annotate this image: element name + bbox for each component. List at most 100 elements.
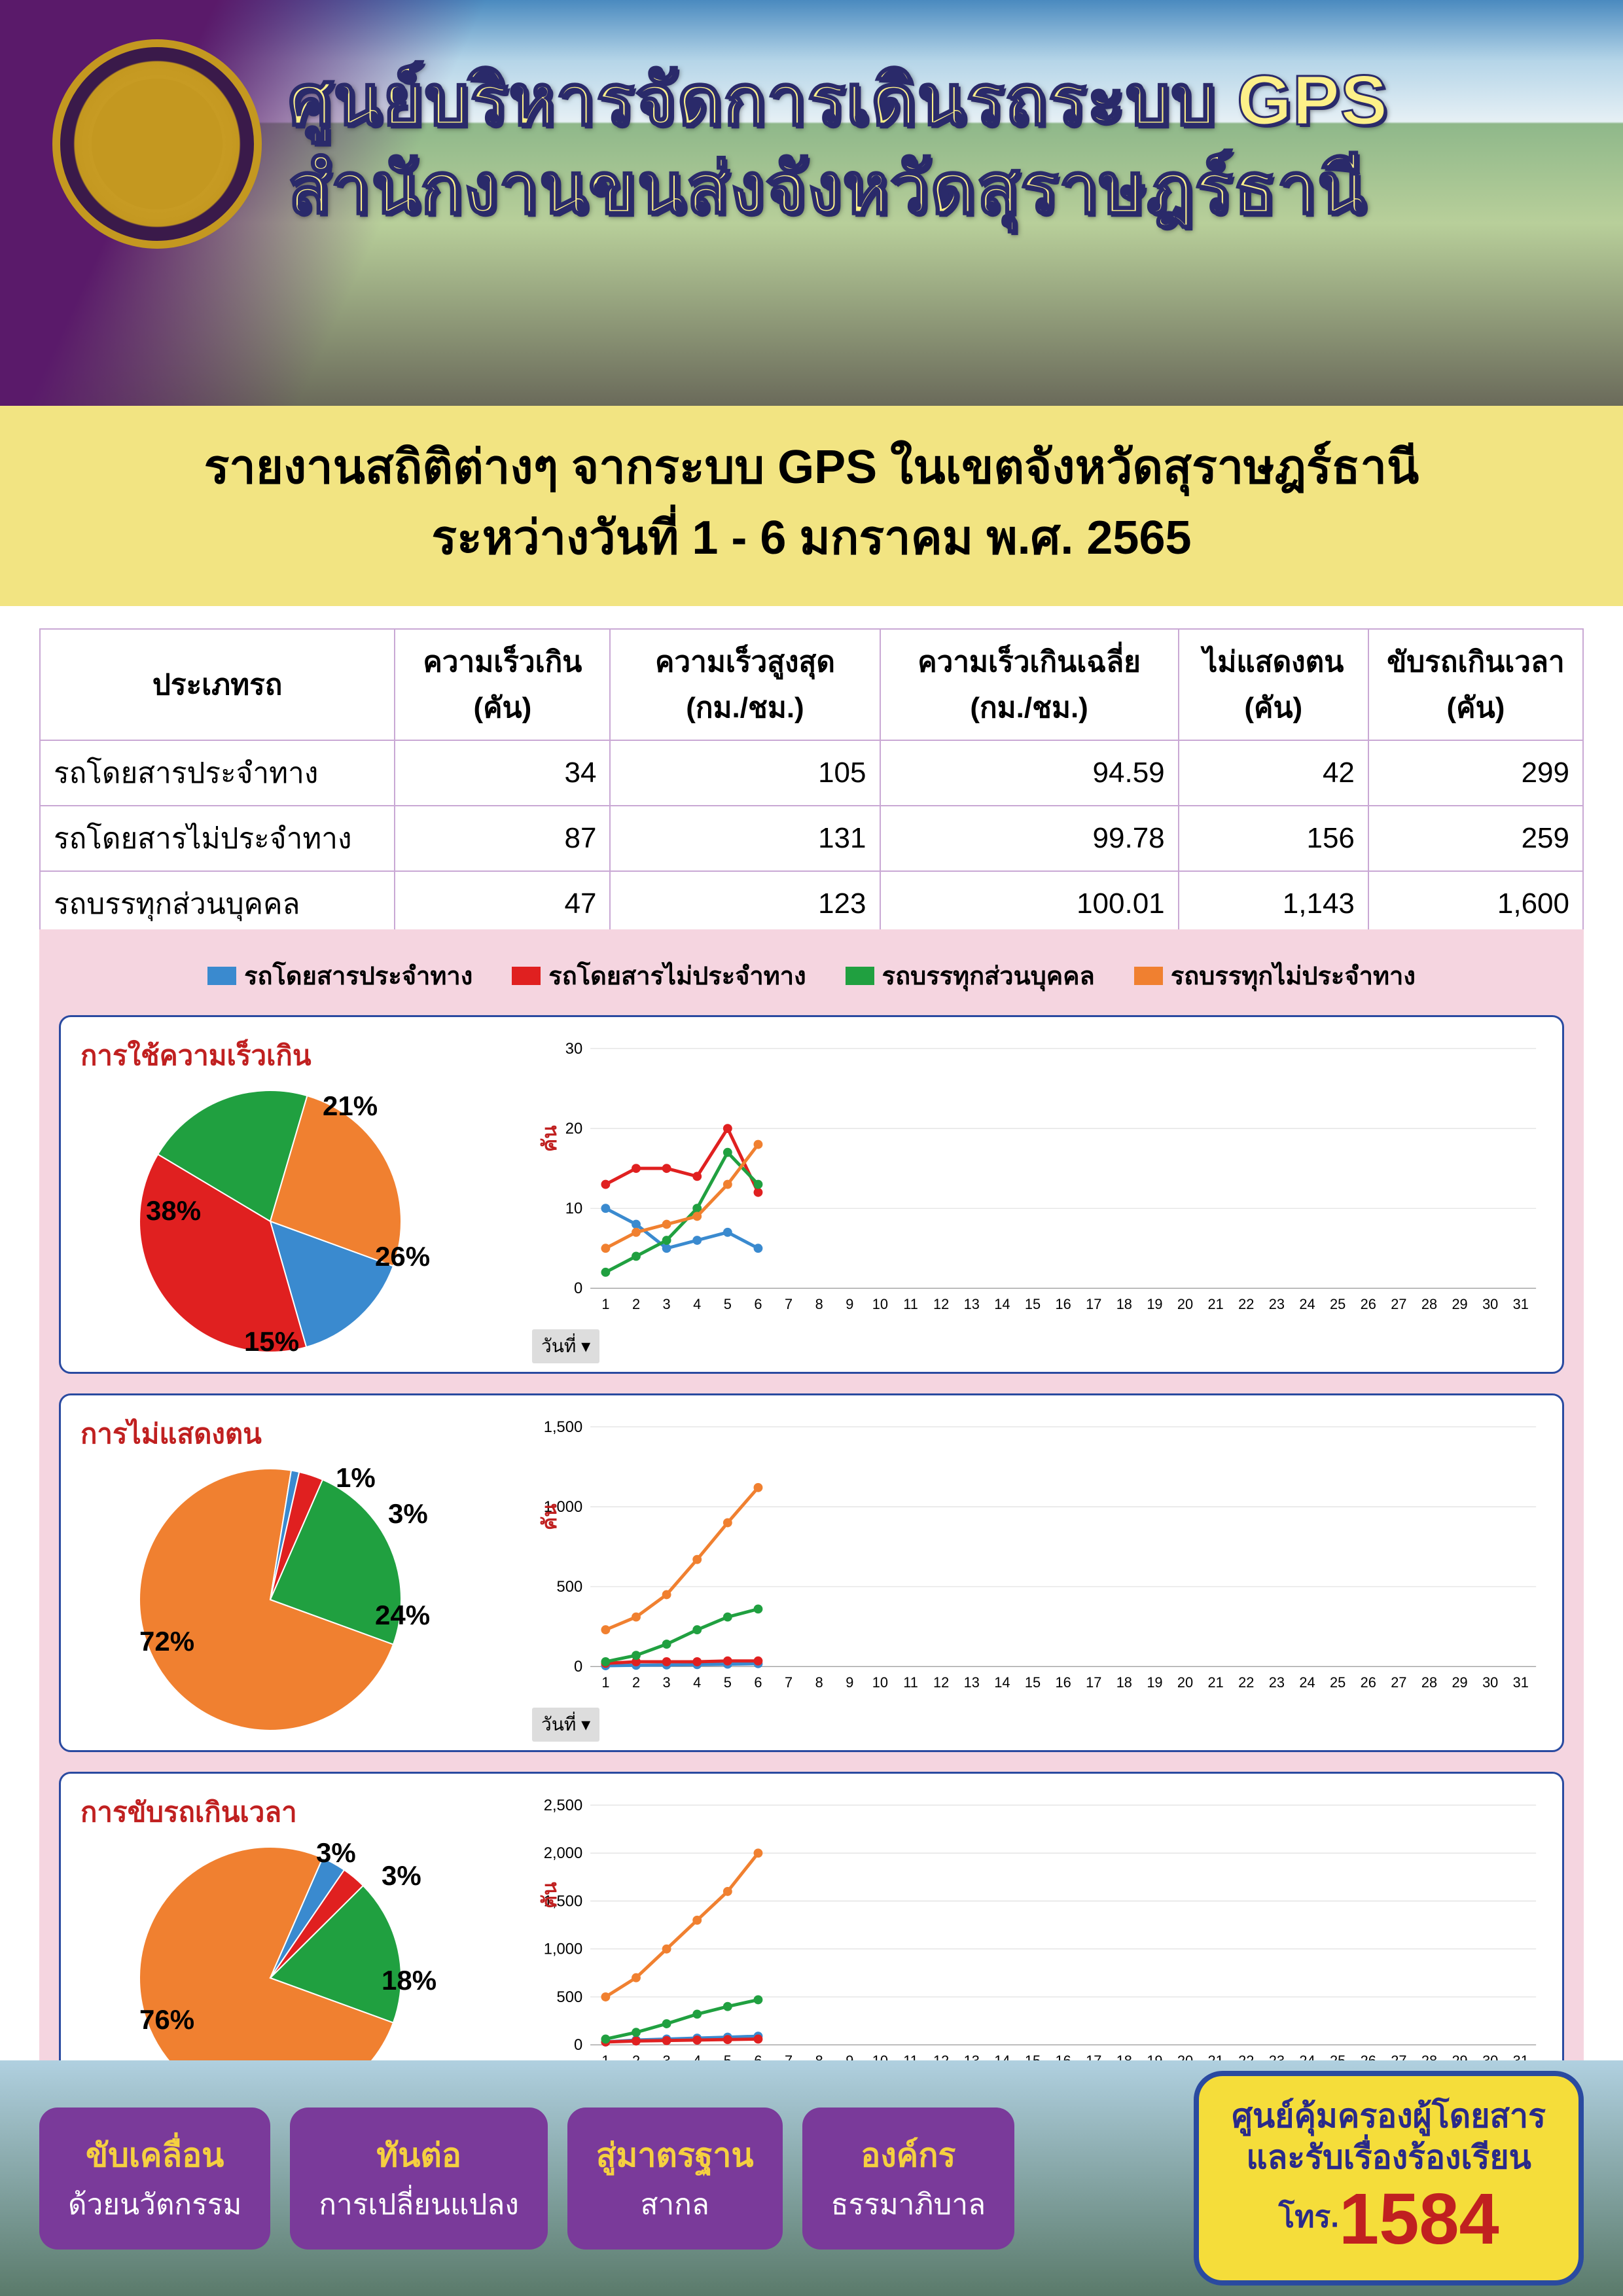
- col-header: ความเร็วเกินเฉลี่ย (กม./ชม.): [880, 629, 1179, 740]
- line-series: [605, 1609, 758, 1662]
- x-axis-selector[interactable]: วันที่ ▾: [532, 1708, 599, 1742]
- hotline-number: 1584: [1339, 2179, 1499, 2259]
- pill-line1: ทันต่อ: [319, 2130, 519, 2181]
- svg-text:5: 5: [724, 1674, 732, 1691]
- table-cell: 42: [1179, 740, 1368, 806]
- svg-text:15: 15: [1025, 1296, 1041, 1312]
- pie-holder: 72%1%3%24%: [133, 1462, 460, 1744]
- pie-pct-label: 3%: [316, 1837, 356, 1869]
- legend-label: รถบรรทุกส่วนบุคคล: [882, 956, 1095, 996]
- panel-title: การขับรถเกินเวลา: [80, 1791, 512, 1834]
- pie-pct-label: 38%: [146, 1195, 201, 1227]
- svg-text:22: 22: [1238, 1674, 1254, 1691]
- table-cell: รถบรรทุกส่วนบุคคล: [40, 871, 395, 937]
- svg-text:25: 25: [1330, 1296, 1346, 1312]
- svg-text:7: 7: [785, 1296, 793, 1312]
- table-cell: 34: [395, 740, 610, 806]
- svg-text:13: 13: [964, 1674, 980, 1691]
- subheader-line1: รายงานสถิติต่างๆ จากระบบ GPS ในเขตจังหวั…: [39, 432, 1584, 503]
- svg-text:23: 23: [1269, 1674, 1285, 1691]
- legend-row: รถโดยสารประจำทางรถโดยสารไม่ประจำทางรถบรร…: [59, 949, 1564, 1015]
- table-cell: 123: [610, 871, 880, 937]
- y-axis-label: คัน: [535, 1882, 565, 1909]
- legend-item: รถโดยสารประจำทาง: [207, 956, 473, 996]
- svg-text:26: 26: [1361, 1674, 1376, 1691]
- svg-text:21: 21: [1208, 1674, 1224, 1691]
- svg-text:1,000: 1,000: [544, 1941, 582, 1958]
- svg-text:10: 10: [872, 1296, 888, 1312]
- pill-line1: องค์กร: [831, 2130, 986, 2181]
- pie-pct-label: 15%: [244, 1326, 299, 1357]
- pie-pct-label: 76%: [139, 2004, 194, 2036]
- table-cell: รถโดยสารไม่ประจำทาง: [40, 806, 395, 871]
- col-header: ประเภทรถ: [40, 629, 395, 740]
- footer-pill: สู่มาตรฐานสากล: [567, 2108, 783, 2250]
- table-cell: 87: [395, 806, 610, 871]
- svg-text:29: 29: [1452, 1674, 1467, 1691]
- chart-panel: การไม่แสดงตน72%1%3%24%คัน05001,0001,5001…: [59, 1393, 1564, 1752]
- svg-text:12: 12: [933, 1674, 949, 1691]
- table-row: รถโดยสารไม่ประจำทาง8713199.78156259: [40, 806, 1583, 871]
- y-axis-label: คัน: [535, 1503, 565, 1530]
- line-chart: 05001,0001,5002,0002,5001234567891011121…: [532, 1791, 1543, 2079]
- footer-band: ขับเคลื่อนด้วยนวัตกรรมทันต่อการเปลี่ยนแป…: [0, 2060, 1623, 2296]
- svg-text:31: 31: [1513, 1674, 1529, 1691]
- col-header: ความเร็วเกิน (คัน): [395, 629, 610, 740]
- svg-text:18: 18: [1116, 1296, 1132, 1312]
- pie-pct-label: 3%: [382, 1860, 421, 1892]
- line-series: [605, 1153, 758, 1272]
- legend-label: รถบรรทุกไม่ประจำทาง: [1171, 956, 1416, 996]
- table-cell: 100.01: [880, 871, 1179, 937]
- legend-item: รถบรรทุกไม่ประจำทาง: [1134, 956, 1416, 996]
- agency-logo: [52, 39, 262, 249]
- svg-text:17: 17: [1086, 1296, 1101, 1312]
- table-cell: 94.59: [880, 740, 1179, 806]
- svg-text:20: 20: [1177, 1674, 1193, 1691]
- svg-text:26: 26: [1361, 1296, 1376, 1312]
- svg-text:1: 1: [601, 1674, 609, 1691]
- hotline-line2: และรับเรื่องร้องเรียน: [1232, 2137, 1546, 2178]
- svg-text:9: 9: [846, 1674, 853, 1691]
- svg-text:19: 19: [1147, 1674, 1162, 1691]
- line-chart: 0102030123456789101112131415161718192021…: [532, 1034, 1543, 1322]
- pie-chart: [133, 1462, 408, 1737]
- table-cell: 299: [1368, 740, 1583, 806]
- svg-text:6: 6: [754, 1296, 762, 1312]
- table-cell: 1,143: [1179, 871, 1368, 937]
- table-cell: 105: [610, 740, 880, 806]
- svg-text:500: 500: [557, 1988, 583, 2006]
- svg-text:11: 11: [903, 1296, 918, 1312]
- pill-line2: ด้วยนวัตกรรม: [68, 2181, 241, 2227]
- svg-text:0: 0: [574, 1280, 582, 1297]
- line-chart: 05001,0001,50012345678910111213141516171…: [532, 1412, 1543, 1700]
- pie-pct-label: 18%: [382, 1965, 437, 1996]
- svg-text:16: 16: [1055, 1296, 1071, 1312]
- header-title-line2: สำนักงานขนส่งจังหวัดสุราษฎร์ธานี: [288, 144, 1571, 232]
- x-axis-selector[interactable]: วันที่ ▾: [532, 1329, 599, 1363]
- pie-holder: 15%38%21%26%: [133, 1084, 460, 1365]
- table-cell: 47: [395, 871, 610, 937]
- pill-line2: การเปลี่ยนแปลง: [319, 2181, 519, 2227]
- svg-text:30: 30: [1482, 1296, 1498, 1312]
- pie-block: การไม่แสดงตน 72%1%3%24%: [80, 1412, 512, 1744]
- subheader-line2: ระหว่างวันที่ 1 - 6 มกราคม พ.ศ. 2565: [39, 503, 1584, 573]
- svg-text:7: 7: [785, 1674, 793, 1691]
- svg-text:3: 3: [663, 1674, 671, 1691]
- panel-title: การไม่แสดงตน: [80, 1412, 512, 1456]
- svg-text:1: 1: [601, 1296, 609, 1312]
- svg-text:18: 18: [1116, 1674, 1132, 1691]
- svg-text:30: 30: [565, 1040, 582, 1058]
- svg-text:21: 21: [1208, 1296, 1224, 1312]
- pill-line2: สากล: [596, 2181, 754, 2227]
- pill-line2: ธรรมาภิบาล: [831, 2181, 986, 2227]
- svg-text:0: 0: [574, 2036, 582, 2054]
- svg-text:9: 9: [846, 1296, 853, 1312]
- svg-text:0: 0: [574, 1658, 582, 1676]
- legend-swatch: [846, 967, 874, 985]
- svg-text:2: 2: [632, 1674, 640, 1691]
- table-cell: 1,600: [1368, 871, 1583, 937]
- pie-pct-label: 1%: [336, 1462, 376, 1494]
- svg-text:6: 6: [754, 1674, 762, 1691]
- svg-text:14: 14: [994, 1296, 1010, 1312]
- svg-text:14: 14: [994, 1674, 1010, 1691]
